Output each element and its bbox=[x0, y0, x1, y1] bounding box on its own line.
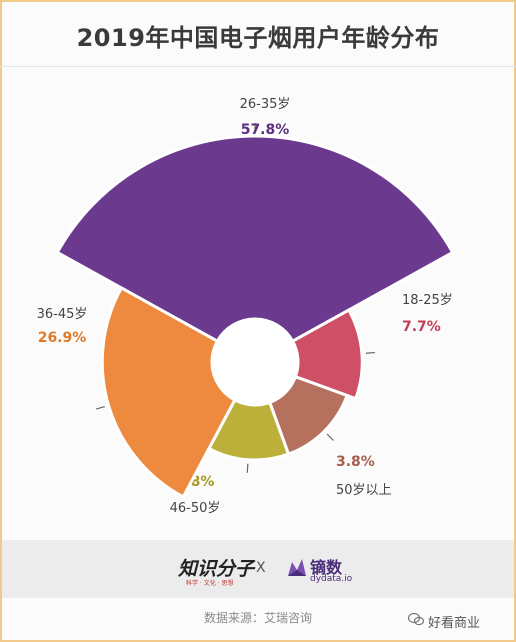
leader-tick bbox=[326, 433, 334, 441]
slice-label: 50岁以上 bbox=[336, 483, 392, 498]
leader-tick bbox=[246, 463, 249, 473]
data-source: 数据来源：艾瑞咨询 bbox=[203, 611, 312, 625]
dydata-logo-domain: dydata.io bbox=[310, 574, 353, 584]
slice-percent: 26.9% bbox=[38, 330, 87, 346]
zhishifenzi-logo: 知识分子 bbox=[178, 558, 255, 580]
title-divider bbox=[0, 66, 516, 67]
logo-separator: X bbox=[256, 560, 266, 576]
slice-label: 26-35岁 bbox=[240, 97, 291, 112]
leader-tick bbox=[365, 351, 375, 354]
dydata-logo-icon bbox=[288, 559, 306, 576]
zhishifenzi-logo-tagline: 科学 · 文化 · 思想 bbox=[186, 580, 234, 587]
slice-percent: 7.7% bbox=[402, 319, 441, 335]
slice-percent: 3.8% bbox=[336, 454, 375, 470]
slice-percent: 57.8% bbox=[241, 122, 290, 138]
rose-slice-36-45 bbox=[100, 285, 237, 499]
footer-band bbox=[2, 540, 514, 598]
slice-label: 46-50岁 bbox=[170, 501, 221, 516]
rose-slice-18-25 bbox=[290, 307, 364, 401]
account-badge: 好看商业 bbox=[428, 616, 481, 631]
center-hole bbox=[213, 320, 297, 404]
wechat-icon bbox=[408, 612, 424, 626]
slice-label: 36-45岁 bbox=[37, 307, 88, 322]
rose-slice-26-35 bbox=[55, 134, 455, 344]
dydata-logo: 镝数 bbox=[310, 558, 343, 577]
slice-label: 18-25岁 bbox=[402, 293, 453, 308]
leader-tick bbox=[95, 405, 105, 410]
chart-title: 2019年中国电子烟用户年龄分布 bbox=[76, 24, 440, 52]
